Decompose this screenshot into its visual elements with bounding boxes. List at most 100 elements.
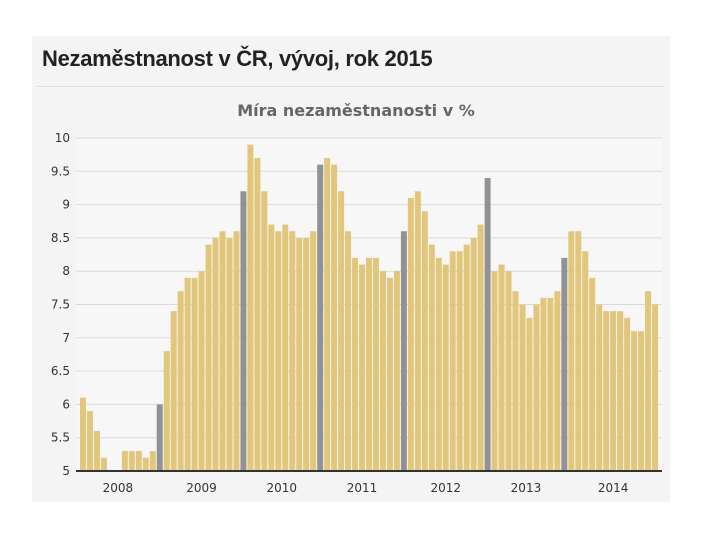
bar bbox=[596, 304, 603, 471]
x-tick-label: 2010 bbox=[267, 481, 298, 495]
bar bbox=[617, 311, 624, 471]
bar bbox=[456, 251, 463, 471]
bar bbox=[233, 231, 240, 471]
bar bbox=[338, 191, 345, 471]
bar bbox=[303, 237, 310, 471]
bar bbox=[324, 157, 331, 472]
y-tick-label: 9.5 bbox=[51, 164, 70, 178]
bar bbox=[638, 331, 645, 471]
page-title: Nezaměstnanost v ČR, vývoj, rok 2015 bbox=[42, 46, 433, 71]
y-tick-label: 7.5 bbox=[51, 298, 70, 312]
bar bbox=[393, 271, 400, 471]
y-tick-label: 5.5 bbox=[51, 431, 70, 445]
bar bbox=[100, 457, 107, 471]
bar-highlight bbox=[156, 404, 163, 471]
bar bbox=[198, 271, 205, 471]
bar bbox=[212, 237, 219, 471]
bar bbox=[477, 224, 484, 471]
bar bbox=[366, 257, 372, 471]
bar bbox=[582, 251, 589, 471]
bar-highlight bbox=[484, 177, 491, 471]
bar bbox=[149, 451, 156, 471]
x-tick-label: 2011 bbox=[347, 481, 378, 495]
bar bbox=[247, 144, 254, 471]
y-tick-label: 6 bbox=[62, 397, 70, 411]
bar-highlight bbox=[317, 164, 324, 471]
bar bbox=[254, 157, 261, 472]
bar-highlight bbox=[400, 231, 407, 471]
bar bbox=[177, 291, 184, 471]
bar bbox=[142, 457, 149, 471]
bar bbox=[603, 311, 610, 471]
bar bbox=[540, 297, 547, 471]
x-tick-label: 2008 bbox=[103, 481, 134, 495]
bar bbox=[526, 317, 533, 471]
y-tick-label: 7 bbox=[62, 331, 70, 345]
bar bbox=[442, 264, 449, 471]
bar bbox=[359, 264, 366, 471]
bar bbox=[512, 291, 519, 471]
bar bbox=[589, 277, 596, 471]
x-tick-label: 2012 bbox=[430, 481, 461, 495]
bar bbox=[331, 164, 338, 471]
bar bbox=[533, 304, 540, 471]
bar bbox=[296, 237, 303, 471]
y-tick-label: 8.5 bbox=[51, 231, 70, 245]
bar bbox=[645, 291, 652, 471]
y-tick-labels: 5 5.5 6 6.5 7 7.5 8 8.5 9 9.5 10 bbox=[51, 131, 70, 478]
bar bbox=[163, 351, 170, 471]
bar bbox=[184, 277, 191, 471]
bar bbox=[491, 271, 498, 471]
x-tick-label: 2014 bbox=[598, 481, 629, 495]
bar bbox=[386, 277, 393, 471]
y-tick-label: 6.5 bbox=[51, 364, 70, 378]
title-divider bbox=[37, 86, 665, 87]
bar bbox=[205, 244, 212, 471]
bar bbox=[575, 231, 582, 471]
bar bbox=[282, 224, 289, 471]
bar bbox=[170, 311, 177, 471]
bar bbox=[191, 277, 198, 471]
bar bbox=[275, 231, 282, 471]
bar bbox=[379, 271, 386, 471]
x-tick-label: 2013 bbox=[511, 481, 542, 495]
bar bbox=[554, 291, 561, 471]
bar bbox=[79, 397, 86, 471]
bar bbox=[226, 237, 233, 471]
bar bbox=[345, 231, 352, 471]
y-tick-label: 5 bbox=[62, 464, 70, 478]
bar bbox=[93, 431, 100, 471]
bars bbox=[79, 144, 659, 472]
bar bbox=[128, 451, 135, 471]
y-tick-label: 8 bbox=[62, 264, 70, 278]
x-tick-label: 2009 bbox=[186, 481, 217, 495]
bar bbox=[407, 197, 414, 471]
bar bbox=[219, 231, 226, 471]
bar-highlight bbox=[240, 191, 247, 471]
bar bbox=[505, 271, 512, 471]
bar bbox=[631, 331, 638, 471]
bar bbox=[624, 317, 631, 471]
bar bbox=[428, 244, 435, 471]
bar bbox=[261, 191, 268, 471]
bar bbox=[449, 251, 456, 471]
y-tick-label: 10 bbox=[55, 131, 70, 145]
bar bbox=[121, 451, 128, 471]
bar bbox=[414, 191, 421, 471]
bar bbox=[519, 304, 526, 471]
bar bbox=[470, 237, 477, 471]
bar bbox=[268, 224, 275, 471]
bar bbox=[421, 211, 428, 471]
bar bbox=[372, 257, 379, 471]
bar-highlight bbox=[561, 257, 568, 471]
bar bbox=[435, 257, 442, 471]
y-tick-label: 9 bbox=[62, 198, 70, 212]
bar bbox=[652, 304, 659, 471]
chart-title: Míra nezaměstnanosti v % bbox=[237, 101, 475, 120]
bar bbox=[135, 451, 142, 471]
bar bbox=[86, 411, 93, 471]
bar bbox=[610, 311, 617, 471]
bar bbox=[568, 231, 575, 471]
bar bbox=[463, 244, 470, 471]
